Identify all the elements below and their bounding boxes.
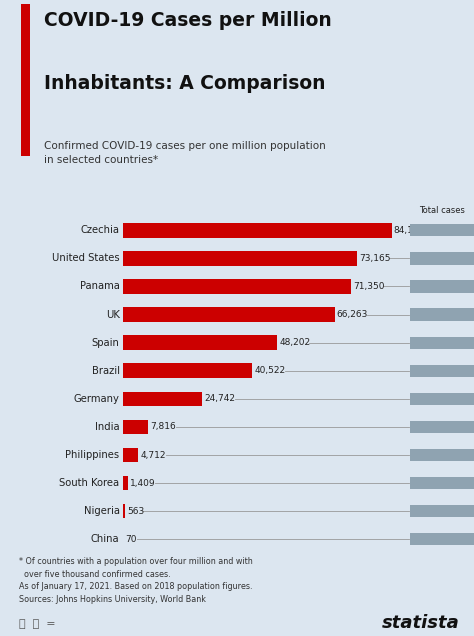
- Text: Total cases: Total cases: [419, 206, 465, 215]
- Text: United States: United States: [52, 253, 119, 263]
- Bar: [410, 477, 474, 489]
- Bar: [410, 449, 474, 461]
- Text: Philippines: Philippines: [65, 450, 119, 460]
- Text: 2,051,828: 2,051,828: [419, 394, 465, 403]
- Bar: [123, 420, 148, 434]
- Text: 40,522: 40,522: [255, 366, 286, 375]
- Text: UK: UK: [106, 310, 119, 319]
- Text: statista: statista: [382, 614, 460, 632]
- Bar: [410, 308, 474, 321]
- Bar: [123, 335, 277, 350]
- Text: COVID-19 Cases per Million: COVID-19 Cases per Million: [44, 11, 332, 30]
- Text: 4,712: 4,712: [140, 450, 166, 459]
- Text: 10,571,773: 10,571,773: [417, 422, 467, 431]
- Text: 72,729: 72,729: [427, 479, 457, 488]
- Text: 4,405,740: 4,405,740: [420, 310, 465, 319]
- Text: 70: 70: [126, 535, 137, 544]
- Bar: [123, 476, 128, 490]
- Bar: [123, 392, 202, 406]
- Text: * Of countries with a population over four million and with
  over five thousand: * Of countries with a population over fo…: [19, 557, 253, 604]
- Text: Nigeria: Nigeria: [83, 506, 119, 516]
- Text: China: China: [91, 534, 119, 544]
- Bar: [123, 504, 125, 518]
- Text: 7,816: 7,816: [150, 422, 176, 431]
- Text: Czechia: Czechia: [81, 225, 119, 235]
- Text: 110,387: 110,387: [424, 507, 460, 516]
- Text: Germany: Germany: [73, 394, 119, 404]
- Text: 298,019: 298,019: [424, 282, 460, 291]
- Text: India: India: [95, 422, 119, 432]
- Bar: [410, 364, 474, 377]
- Bar: [410, 421, 474, 433]
- Bar: [410, 505, 474, 517]
- Bar: [21, 4, 30, 156]
- Bar: [123, 223, 392, 238]
- Bar: [410, 224, 474, 237]
- Text: 8,488,099: 8,488,099: [419, 366, 465, 375]
- Text: 98,060: 98,060: [427, 535, 457, 544]
- Text: 891,852: 891,852: [424, 226, 460, 235]
- Bar: [123, 251, 356, 266]
- Text: Spain: Spain: [91, 338, 119, 348]
- Text: Confirmed COVID-19 cases per one million population
in selected countries*: Confirmed COVID-19 cases per one million…: [44, 141, 326, 165]
- Text: 23,937,331: 23,937,331: [417, 254, 467, 263]
- Text: South Korea: South Korea: [59, 478, 119, 488]
- Text: 48,202: 48,202: [279, 338, 310, 347]
- Bar: [410, 252, 474, 265]
- Bar: [410, 533, 474, 546]
- Text: 71,350: 71,350: [353, 282, 384, 291]
- Bar: [123, 307, 335, 322]
- Text: 2,252,164: 2,252,164: [419, 338, 465, 347]
- Text: Brazil: Brazil: [91, 366, 119, 376]
- Text: 24,742: 24,742: [204, 394, 236, 403]
- Text: 84,137: 84,137: [394, 226, 425, 235]
- Text: 66,263: 66,263: [337, 310, 368, 319]
- Bar: [410, 280, 474, 293]
- Text: 1,409: 1,409: [130, 479, 155, 488]
- Text: 563: 563: [127, 507, 145, 516]
- Text: 73,165: 73,165: [359, 254, 390, 263]
- Text: Inhabitants: A Comparison: Inhabitants: A Comparison: [44, 74, 326, 92]
- Bar: [123, 363, 253, 378]
- Text: ⓒ  ⓘ  =: ⓒ ⓘ =: [19, 619, 55, 630]
- Text: Panama: Panama: [80, 282, 119, 291]
- Bar: [410, 336, 474, 349]
- Bar: [123, 448, 138, 462]
- Text: 502,736: 502,736: [424, 450, 460, 459]
- Bar: [123, 279, 351, 294]
- Bar: [410, 392, 474, 405]
